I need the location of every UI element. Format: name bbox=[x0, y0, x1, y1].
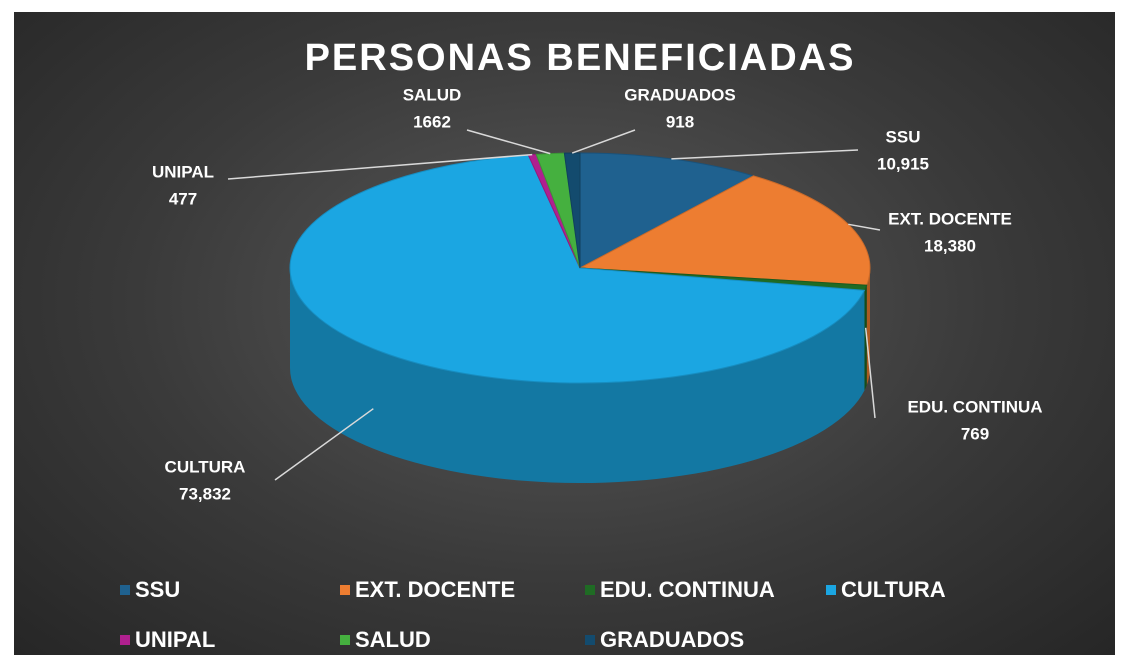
chart-title: PERSONAS BENEFICIADAS bbox=[305, 37, 856, 79]
leader-line bbox=[848, 223, 881, 231]
legend-label: UNIPAL bbox=[135, 627, 215, 652]
data-label-name: SSU bbox=[886, 127, 921, 146]
data-label-value: 73,832 bbox=[179, 484, 231, 503]
legend-label: GRADUADOS bbox=[600, 627, 744, 652]
data-label-name: EXT. DOCENTE bbox=[888, 209, 1012, 228]
leader-line bbox=[274, 408, 374, 481]
slice-side bbox=[864, 285, 867, 391]
legend-label: SALUD bbox=[355, 627, 431, 652]
legend-swatch bbox=[585, 635, 595, 645]
data-label-value: 477 bbox=[169, 189, 197, 208]
data-label-name: CULTURA bbox=[165, 457, 246, 476]
data-label-name: UNIPAL bbox=[152, 162, 214, 181]
data-label-name: EDU. CONTINUA bbox=[907, 397, 1042, 416]
slice bbox=[578, 175, 871, 286]
data-label-value: 1662 bbox=[413, 112, 451, 131]
leader-line bbox=[466, 129, 551, 155]
legend-swatch bbox=[826, 585, 836, 595]
data-label-value: 10,915 bbox=[877, 154, 929, 173]
data-label-value: 918 bbox=[666, 112, 694, 131]
slice bbox=[289, 154, 866, 384]
legend-label: SSU bbox=[135, 577, 180, 602]
leader-line bbox=[671, 149, 859, 160]
legend-label: CULTURA bbox=[841, 577, 946, 602]
data-label-name: GRADUADOS bbox=[624, 85, 735, 104]
data-label-name: SALUD bbox=[403, 85, 462, 104]
leader-line bbox=[864, 327, 876, 419]
legend-label: EXT. DOCENTE bbox=[355, 577, 515, 602]
data-label-value: 18,380 bbox=[924, 236, 976, 255]
legend-swatch bbox=[340, 585, 350, 595]
legend-label: EDU. CONTINUA bbox=[600, 577, 775, 602]
legend-swatch bbox=[120, 585, 130, 595]
slice-side bbox=[290, 268, 865, 483]
legend-swatch bbox=[585, 585, 595, 595]
leader-line bbox=[227, 153, 533, 180]
leader-line bbox=[571, 129, 636, 154]
data-label-value: 769 bbox=[961, 424, 989, 443]
legend-swatch bbox=[340, 635, 350, 645]
legend-swatch bbox=[120, 635, 130, 645]
